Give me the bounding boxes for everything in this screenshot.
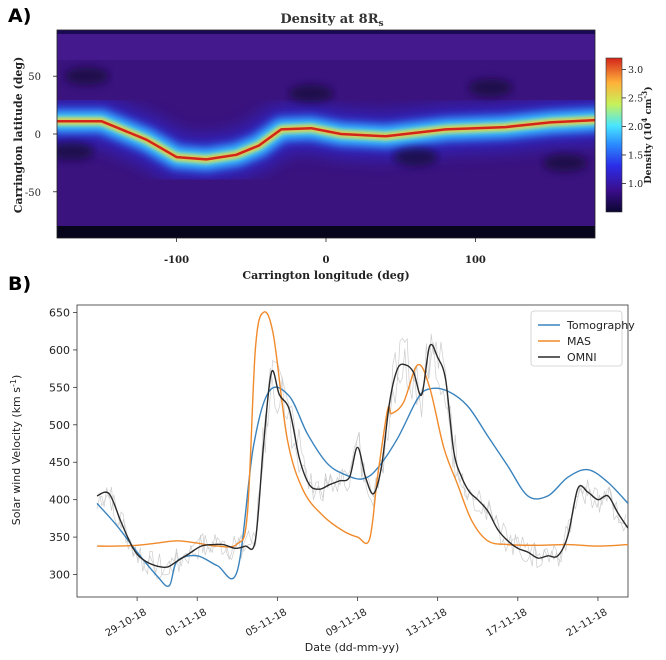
series-lines bbox=[96, 311, 628, 588]
colorbar-tick-label: 1.5 bbox=[628, 150, 643, 161]
colorbar-tick-label: 3.0 bbox=[628, 65, 643, 76]
panel-a-xtick-label: 100 bbox=[465, 255, 486, 266]
colorbar-label-unit: cm bbox=[643, 99, 654, 118]
colorbar-label: Density (104 cm-3) bbox=[640, 86, 654, 183]
omni-raw-line bbox=[96, 333, 627, 576]
heatmap bbox=[56, 29, 596, 239]
colorbar-label-exp: 4 bbox=[640, 118, 649, 123]
panel-b-ylabel-close: ) bbox=[10, 375, 23, 379]
legend-label-tomography: Tomography bbox=[566, 319, 635, 332]
panel-b-xtick-label: 13-11-18 bbox=[404, 607, 449, 639]
panel-b-ylabel-main: Solar wind Velocity (km s bbox=[10, 387, 23, 526]
panel-a-ytick-label: 50 bbox=[28, 72, 41, 83]
panel-a-title: Density at 8Rs bbox=[280, 12, 383, 29]
legend-label-omni: OMNI bbox=[567, 351, 597, 364]
panel-b-ytick-label: 300 bbox=[49, 569, 70, 582]
colorbar-tick-label: 1.0 bbox=[628, 179, 643, 190]
panel-b-xtick-label: 05-11-18 bbox=[244, 607, 289, 639]
colorbar-ticks: 3.0 2.5 2.0 1.5 1.0 bbox=[622, 65, 643, 190]
heatmap-low-density-region bbox=[57, 142, 94, 161]
panel-b-ytick-label: 550 bbox=[49, 381, 70, 394]
colorbar-label-unit-exp: -3 bbox=[640, 91, 649, 99]
belt-red-core bbox=[57, 118, 595, 161]
heatmap-low-density-region bbox=[289, 84, 334, 103]
heatmap-north-band bbox=[57, 30, 595, 60]
panel-b-xlabel: Date (dd-mm-yy) bbox=[305, 641, 400, 654]
colorbar-tick-label: 2.5 bbox=[628, 93, 643, 104]
panel-b-ytick-label: 600 bbox=[49, 344, 70, 357]
panel-b-ylabel: Solar wind Velocity (km s-1) bbox=[9, 375, 23, 526]
legend-items: Tomography MAS OMNI bbox=[538, 319, 635, 364]
colorbar-label-close: ) bbox=[643, 86, 654, 91]
heatmap-north-pole bbox=[57, 30, 595, 34]
panel-b-xtick-label: 09-11-18 bbox=[324, 607, 369, 639]
panel-b-ytick-label: 400 bbox=[49, 494, 70, 507]
heatmap-south-pole bbox=[57, 226, 595, 238]
panel-b-xtick-label: 01-11-18 bbox=[164, 607, 209, 639]
streamer-belt bbox=[57, 67, 595, 184]
panel-a-xlabel: Carrington longitude (deg) bbox=[242, 269, 409, 282]
panel-a-axes: -100 0 100 50 0 -50 bbox=[25, 72, 486, 266]
legend-label-mas: MAS bbox=[567, 335, 591, 348]
panel-b: B) 300 350 400 450 500 550 600 650 29-10-18 01-11… bbox=[8, 273, 635, 654]
panel-a-ytick-label: -50 bbox=[25, 188, 41, 199]
omni-raw-lines bbox=[96, 333, 627, 580]
heatmap-low-density-region bbox=[468, 78, 513, 97]
panel-b-ytick-label: 350 bbox=[49, 531, 70, 544]
panel-b-label: B) bbox=[8, 273, 31, 295]
panel-a-ylabel: Carrington latitude (deg) bbox=[12, 57, 25, 214]
panel-b-xtick-label: 17-11-18 bbox=[484, 607, 529, 639]
panel-a-title-main: Density at 8R bbox=[280, 12, 378, 27]
heatmap-low-density-region bbox=[393, 148, 438, 167]
panel-a-xtick-label: 0 bbox=[323, 255, 330, 266]
panel-a-xtick-label: -100 bbox=[164, 255, 189, 266]
panel-b-ytick-label: 500 bbox=[49, 419, 70, 432]
panel-b-ytick-label: 450 bbox=[49, 456, 70, 469]
panel-b-xtick-label: 21-11-18 bbox=[565, 607, 610, 639]
panel-a-label: A) bbox=[8, 5, 31, 27]
colorbar-label-main: Density (10 bbox=[643, 122, 654, 183]
omni-raw-line bbox=[96, 337, 627, 580]
colorbar: 3.0 2.5 2.0 1.5 1.0 Density (104 cm-3) bbox=[605, 57, 654, 213]
colorbar-tick-label: 2.0 bbox=[628, 122, 643, 133]
panel-b-ylabel-exp: -1 bbox=[9, 379, 18, 387]
panel-a: A) Density at 8Rs bbox=[8, 5, 654, 282]
panel-a-title-sub: s bbox=[379, 19, 384, 29]
series-line-omni bbox=[96, 343, 628, 569]
legend: Tomography MAS OMNI bbox=[530, 310, 635, 367]
heatmap-low-density-region bbox=[64, 67, 109, 86]
heatmap-low-density-region bbox=[543, 153, 588, 172]
panel-b-xtick-label: 29-10-18 bbox=[104, 607, 149, 639]
panel-b-ytick-label: 650 bbox=[49, 306, 70, 319]
panel-a-ytick-label: 0 bbox=[35, 130, 41, 141]
colorbar-gradient bbox=[605, 57, 623, 213]
